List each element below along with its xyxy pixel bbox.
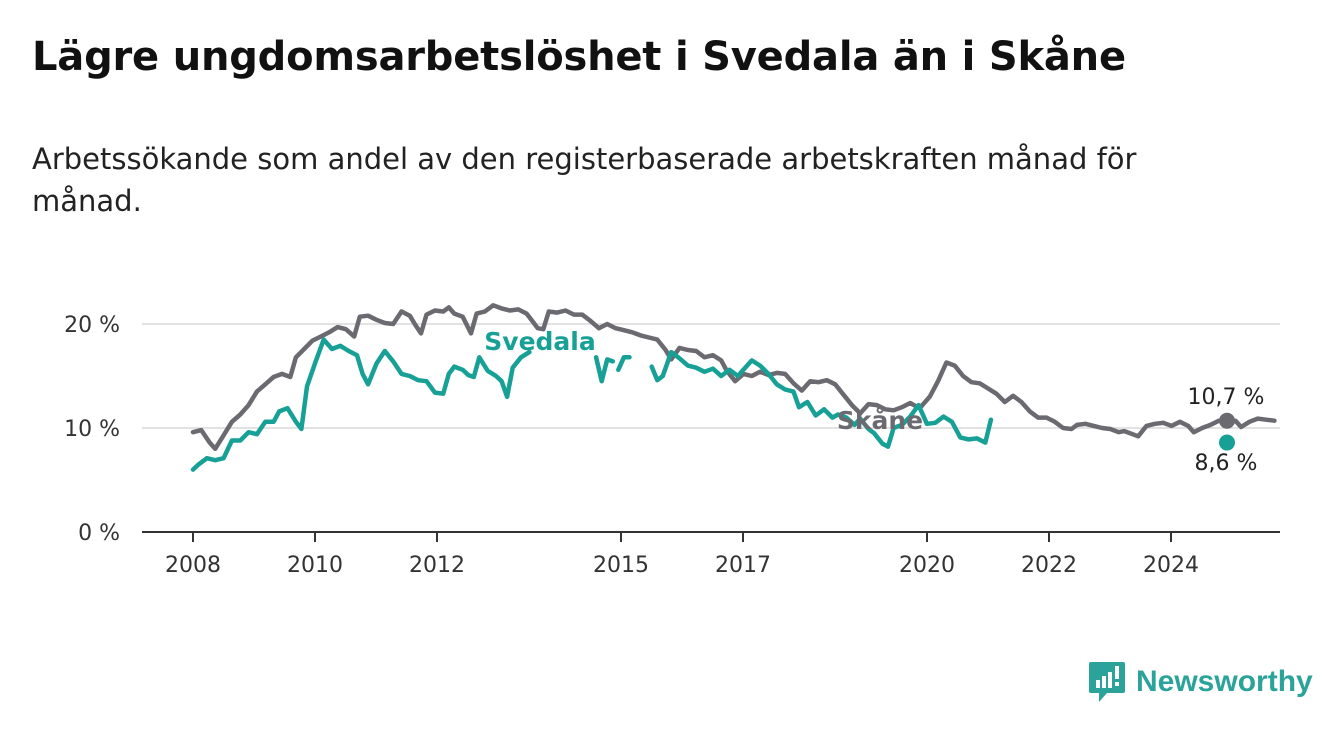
series-line-svedala (190, 337, 532, 472)
x-tick-label: 2017 (715, 553, 771, 578)
end-marker-svedala (1219, 434, 1235, 451)
end-label-skane: 10,7 % (1188, 385, 1265, 410)
series-segment-svedala (616, 355, 632, 373)
y-tick-label: 0 % (78, 521, 120, 546)
x-tick-label: 2015 (593, 553, 649, 578)
end-label-svedala: 8,6 % (1195, 451, 1258, 476)
series-segment-svedala (649, 349, 994, 449)
brand: Newsworthy (1088, 660, 1313, 704)
x-tick-label: 2020 (899, 553, 955, 578)
axes: 0 % 10 % 20 % 2008 2010 2012 2015 2017 2020 2022 2… (64, 313, 1280, 578)
y-tick-label: 10 % (64, 417, 120, 442)
brand-name: Newsworthy (1136, 665, 1313, 698)
x-tick-label: 2012 (409, 553, 465, 578)
series-lines (190, 303, 1277, 472)
x-tick-label: 2022 (1021, 553, 1077, 578)
y-tick-label: 20 % (64, 313, 120, 338)
chart-title: Lägre ungdomsarbetslöshet i Svedala än i… (32, 34, 1126, 80)
chart-subtitle: Arbetssökande som andel av den registerb… (32, 142, 1137, 218)
chart-labels: 10,7 % 8,6 % Svedala Skåne (484, 327, 1264, 476)
series-name-skane: Skåne (837, 406, 923, 435)
newsworthy-logo-icon (1089, 662, 1125, 702)
x-tick-label: 2008 (165, 553, 221, 578)
end-marker-skane (1219, 412, 1235, 429)
series-name-svedala: Svedala (484, 327, 595, 356)
gridlines (142, 323, 1280, 429)
x-tick-label: 2024 (1143, 553, 1199, 578)
series-segment-svedala (593, 355, 616, 384)
series-line-sk-ne (190, 303, 1277, 452)
x-tick-label: 2010 (287, 553, 343, 578)
